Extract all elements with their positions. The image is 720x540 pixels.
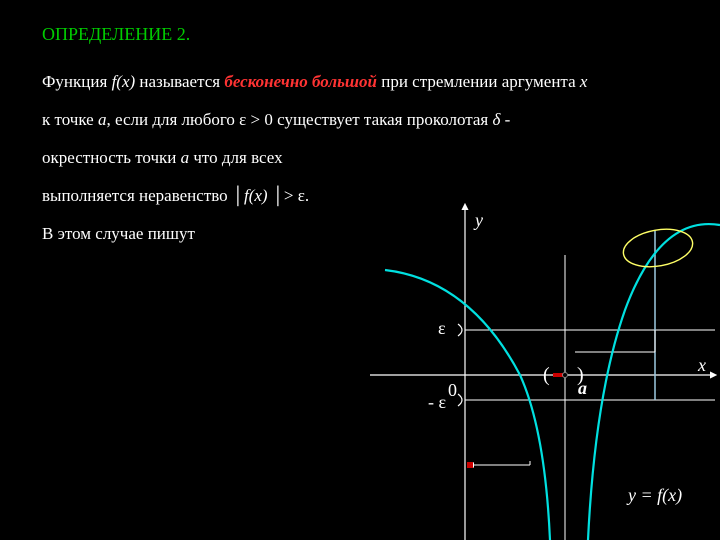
text-1c: при стремлении аргумента xyxy=(377,72,580,91)
text-4-fx: f(x) xyxy=(244,186,268,205)
svg-text:(: ( xyxy=(543,364,550,386)
text-line-1: Функция f(x) называется бесконечно больш… xyxy=(42,72,587,92)
text-2c: - xyxy=(500,110,510,129)
diagram-container: () y x 0 a ε - ε y = f(x) xyxy=(370,200,720,540)
neg-eps-label: - ε xyxy=(428,392,446,413)
text-1-x: x xyxy=(580,72,588,91)
x-axis-label: x xyxy=(698,355,706,376)
func-label: y = f(x) xyxy=(628,485,682,506)
eps-label: ε xyxy=(438,318,446,339)
text-5a: В этом случае пишут xyxy=(42,224,195,243)
text-1a: Функция xyxy=(42,72,112,91)
origin-label: 0 xyxy=(448,380,457,401)
text-3-a-var: a xyxy=(181,148,190,167)
text-2b: , если для любого ε > 0 существует такая… xyxy=(106,110,492,129)
text-line-2: к точке a, если для любого ε > 0 существ… xyxy=(42,110,510,130)
text-1b: называется xyxy=(135,72,224,91)
text-2a: к точке xyxy=(42,110,98,129)
a-label: a xyxy=(578,378,587,399)
text-1-fx: f(x) xyxy=(112,72,136,91)
text-4b: │> ε. xyxy=(268,186,310,205)
text-1-bb: бесконечно большой xyxy=(224,72,377,91)
text-line-4: выполняется неравенство │f(x) │> ε. xyxy=(42,186,309,206)
text-3a: окрестность точки xyxy=(42,148,181,167)
text-line-3: окрестность точки a что для всех xyxy=(42,148,283,168)
y-axis-label: y xyxy=(475,210,483,231)
text-3b: что для всех xyxy=(189,148,282,167)
definition-title: ОПРЕДЕЛЕНИЕ 2. xyxy=(42,24,190,45)
text-4a: выполняется неравенство │ xyxy=(42,186,244,205)
text-line-5: В этом случае пишут xyxy=(42,224,195,244)
